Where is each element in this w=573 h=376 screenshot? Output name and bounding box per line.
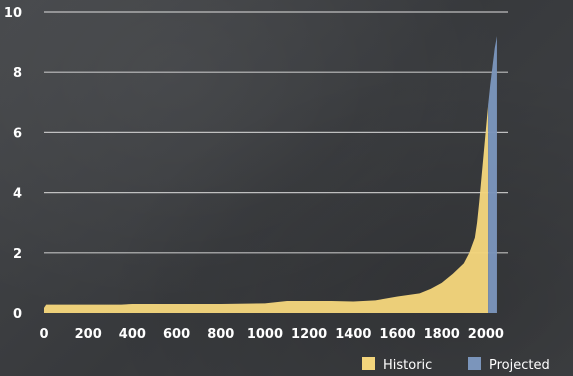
x-tick-label: 1000 (247, 327, 283, 342)
x-tick-label: 800 (207, 327, 234, 342)
x-tick-label: 1800 (424, 327, 460, 342)
y-tick-label: 2 (13, 247, 22, 262)
x-tick-label: 400 (119, 327, 146, 342)
x-tick-label: 0 (39, 327, 48, 342)
x-tick-label: 1600 (379, 327, 415, 342)
legend-label-historic: Historic (383, 358, 432, 373)
gridlines (44, 11, 508, 254)
y-tick-label: 10 (4, 6, 22, 21)
y-axis-ticks: 0 2 4 6 8 10 (4, 6, 22, 322)
legend-label-projected: Projected (489, 358, 550, 373)
x-tick-label: 200 (75, 327, 102, 342)
y-tick-label: 8 (13, 66, 22, 81)
legend: Historic Projected (362, 357, 550, 373)
area-series-historic (44, 105, 489, 313)
area-series-projected (488, 36, 497, 313)
x-axis-ticks: 0 200 400 600 800 1000 1200 1400 1600 1800 2000 (39, 327, 504, 342)
x-tick-label: 1200 (291, 327, 327, 342)
legend-swatch-historic (362, 357, 375, 370)
y-tick-label: 4 (13, 187, 22, 202)
y-tick-label: 0 (13, 307, 22, 322)
y-tick-label: 6 (13, 126, 22, 141)
x-tick-label: 2000 (468, 327, 504, 342)
plot-areas (44, 36, 497, 313)
legend-swatch-projected (468, 357, 481, 370)
x-tick-label: 1400 (335, 327, 371, 342)
x-tick-label: 600 (163, 327, 190, 342)
